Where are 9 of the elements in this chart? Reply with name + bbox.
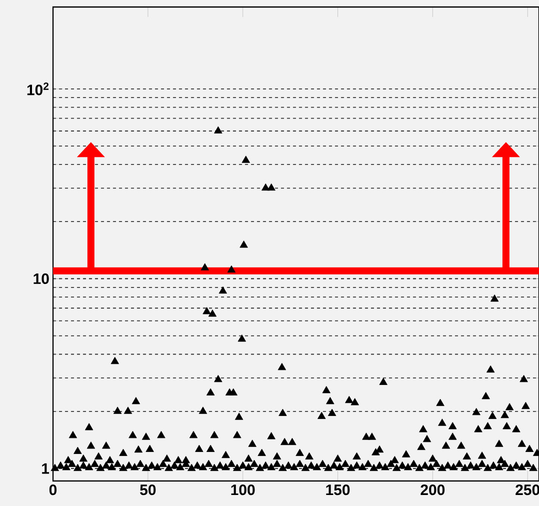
- x-tick-label: 150: [326, 484, 350, 496]
- y-tick-label: 10: [34, 273, 49, 284]
- x-tick-label: 250: [516, 484, 539, 496]
- x-tick-label: 100: [231, 484, 255, 496]
- x-tick-label: 50: [140, 484, 156, 496]
- y-tick-label: 1: [42, 463, 50, 474]
- x-tick-label: 0: [49, 484, 57, 496]
- x-tick-label: 200: [420, 484, 445, 496]
- y-tick-label: 10$^{2}$: [27, 82, 49, 96]
